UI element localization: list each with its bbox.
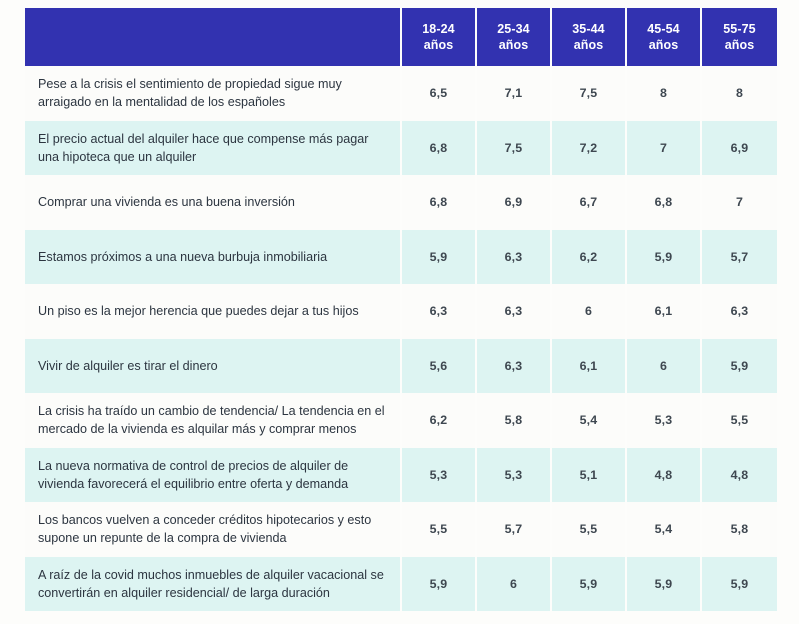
value-cell-25-34: 7,1 bbox=[477, 66, 552, 121]
value-cell-25-34: 5,8 bbox=[477, 393, 552, 448]
value-cell-45-54: 7 bbox=[627, 120, 702, 175]
value-cell-55-75: 6,9 bbox=[702, 120, 777, 175]
value-cell-18-24: 5,5 bbox=[402, 502, 477, 557]
age-unit-label: años bbox=[648, 38, 679, 52]
statement-cell: Un piso es la mejor herencia que puedes … bbox=[25, 284, 402, 339]
value-cell-18-24: 6,8 bbox=[402, 120, 477, 175]
table-row: La crisis ha traído un cambio de tendenc… bbox=[25, 393, 777, 448]
age-range-label: 18-24 bbox=[422, 21, 455, 36]
table-row: Un piso es la mejor herencia que puedes … bbox=[25, 284, 777, 339]
value-cell-45-54: 6 bbox=[627, 338, 702, 393]
value-cell-35-44: 5,9 bbox=[552, 556, 627, 611]
table-row: Los bancos vuelven a conceder créditos h… bbox=[25, 502, 777, 557]
age-opinion-table: 18-24 años 25-34 años 35-44 años 45-54 a… bbox=[25, 8, 777, 611]
value-cell-45-54: 5,9 bbox=[627, 556, 702, 611]
value-cell-25-34: 6,9 bbox=[477, 175, 552, 230]
value-cell-18-24: 6,3 bbox=[402, 284, 477, 339]
table-row: Comprar una vivienda es una buena invers… bbox=[25, 175, 777, 230]
table-row: El precio actual del alquiler hace que c… bbox=[25, 120, 777, 175]
table-row: Pese a la crisis el sentimiento de propi… bbox=[25, 66, 777, 121]
value-cell-55-75: 5,9 bbox=[702, 338, 777, 393]
value-cell-18-24: 6,5 bbox=[402, 66, 477, 121]
value-cell-25-34: 5,3 bbox=[477, 447, 552, 502]
value-cell-35-44: 7,5 bbox=[552, 66, 627, 121]
value-cell-55-75: 4,8 bbox=[702, 447, 777, 502]
value-cell-25-34: 6,3 bbox=[477, 338, 552, 393]
value-cell-25-34: 5,7 bbox=[477, 502, 552, 557]
value-cell-45-54: 8 bbox=[627, 66, 702, 121]
value-cell-45-54: 5,4 bbox=[627, 502, 702, 557]
value-cell-25-34: 6,3 bbox=[477, 284, 552, 339]
age-range-label: 25-34 bbox=[497, 21, 530, 36]
value-cell-25-34: 6,3 bbox=[477, 229, 552, 284]
table-body: Pese a la crisis el sentimiento de propi… bbox=[25, 66, 777, 611]
value-cell-18-24: 6,8 bbox=[402, 175, 477, 230]
value-cell-45-54: 5,9 bbox=[627, 229, 702, 284]
value-cell-18-24: 5,3 bbox=[402, 447, 477, 502]
value-cell-45-54: 5,3 bbox=[627, 393, 702, 448]
value-cell-45-54: 6,8 bbox=[627, 175, 702, 230]
column-header-age-25-34: 25-34 años bbox=[477, 8, 552, 66]
value-cell-35-44: 6,1 bbox=[552, 338, 627, 393]
value-cell-35-44: 5,4 bbox=[552, 393, 627, 448]
value-cell-55-75: 5,5 bbox=[702, 393, 777, 448]
value-cell-18-24: 5,6 bbox=[402, 338, 477, 393]
table-row: La nueva normativa de control de precios… bbox=[25, 447, 777, 502]
value-cell-55-75: 6,3 bbox=[702, 284, 777, 339]
statement-cell: Comprar una vivienda es una buena invers… bbox=[25, 175, 402, 230]
table-row: A raíz de la covid muchos inmuebles de a… bbox=[25, 556, 777, 611]
age-unit-label: años bbox=[573, 38, 604, 52]
value-cell-35-44: 7,2 bbox=[552, 120, 627, 175]
value-cell-55-75: 5,7 bbox=[702, 229, 777, 284]
value-cell-35-44: 6,7 bbox=[552, 175, 627, 230]
table-row: Vivir de alquiler es tirar el dinero 5,6… bbox=[25, 338, 777, 393]
statement-cell: A raíz de la covid muchos inmuebles de a… bbox=[25, 556, 402, 611]
value-cell-55-75: 5,8 bbox=[702, 502, 777, 557]
statement-column-header bbox=[25, 8, 402, 66]
value-cell-55-75: 5,9 bbox=[702, 556, 777, 611]
age-range-label: 35-44 bbox=[572, 21, 605, 36]
value-cell-35-44: 5,1 bbox=[552, 447, 627, 502]
value-cell-55-75: 8 bbox=[702, 66, 777, 121]
age-range-label: 45-54 bbox=[647, 21, 680, 36]
value-cell-35-44: 5,5 bbox=[552, 502, 627, 557]
value-cell-45-54: 6,1 bbox=[627, 284, 702, 339]
age-unit-label: años bbox=[724, 38, 755, 52]
column-header-age-18-24: 18-24 años bbox=[402, 8, 477, 66]
statement-cell: El precio actual del alquiler hace que c… bbox=[25, 120, 402, 175]
value-cell-45-54: 4,8 bbox=[627, 447, 702, 502]
column-header-age-35-44: 35-44 años bbox=[552, 8, 627, 66]
statement-cell: Vivir de alquiler es tirar el dinero bbox=[25, 338, 402, 393]
value-cell-18-24: 6,2 bbox=[402, 393, 477, 448]
column-header-age-55-75: 55-75 años bbox=[702, 8, 777, 66]
statement-cell: La crisis ha traído un cambio de tendenc… bbox=[25, 393, 402, 448]
age-range-label: 55-75 bbox=[723, 21, 756, 36]
value-cell-18-24: 5,9 bbox=[402, 229, 477, 284]
column-header-age-45-54: 45-54 años bbox=[627, 8, 702, 66]
statement-cell: Los bancos vuelven a conceder créditos h… bbox=[25, 502, 402, 557]
age-unit-label: años bbox=[498, 38, 529, 52]
value-cell-35-44: 6 bbox=[552, 284, 627, 339]
value-cell-55-75: 7 bbox=[702, 175, 777, 230]
statement-cell: La nueva normativa de control de precios… bbox=[25, 447, 402, 502]
age-unit-label: años bbox=[423, 38, 454, 52]
header-row: 18-24 años 25-34 años 35-44 años 45-54 a… bbox=[25, 8, 777, 66]
table-row: Estamos próximos a una nueva burbuja inm… bbox=[25, 229, 777, 284]
table-header: 18-24 años 25-34 años 35-44 años 45-54 a… bbox=[25, 8, 777, 66]
statement-cell: Pese a la crisis el sentimiento de propi… bbox=[25, 66, 402, 121]
value-cell-25-34: 7,5 bbox=[477, 120, 552, 175]
value-cell-35-44: 6,2 bbox=[552, 229, 627, 284]
value-cell-18-24: 5,9 bbox=[402, 556, 477, 611]
value-cell-25-34: 6 bbox=[477, 556, 552, 611]
statement-cell: Estamos próximos a una nueva burbuja inm… bbox=[25, 229, 402, 284]
